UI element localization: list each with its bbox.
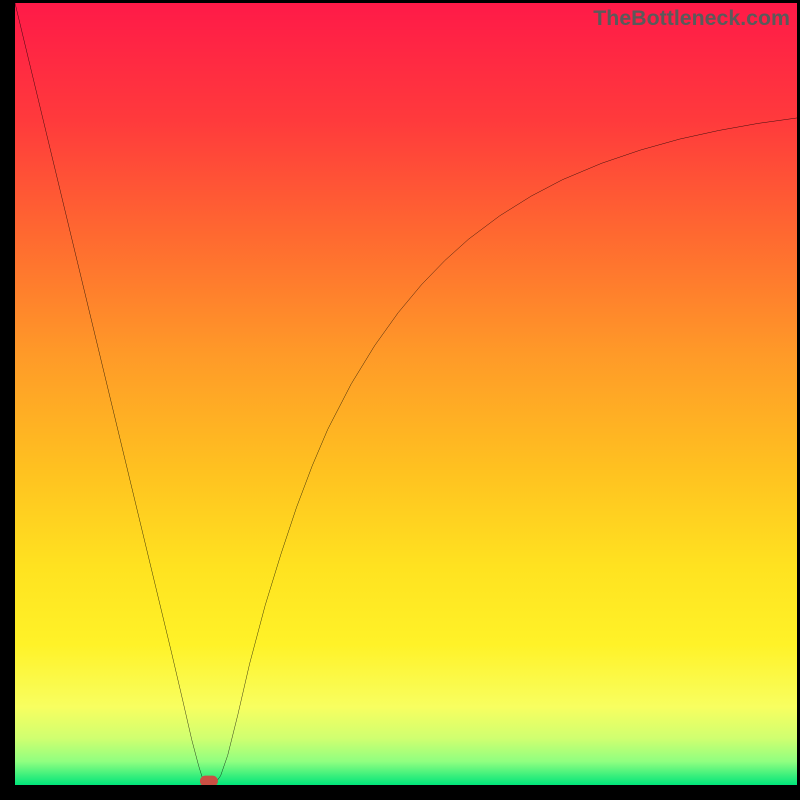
frame-left bbox=[0, 0, 15, 800]
chart-stage: TheBottleneck.com bbox=[0, 0, 800, 800]
watermark-label: TheBottleneck.com bbox=[593, 6, 790, 31]
frame-top bbox=[0, 0, 800, 3]
plot-background bbox=[15, 3, 797, 785]
plot-area bbox=[15, 3, 797, 785]
frame-bottom bbox=[0, 785, 800, 800]
plot-svg bbox=[15, 3, 797, 785]
